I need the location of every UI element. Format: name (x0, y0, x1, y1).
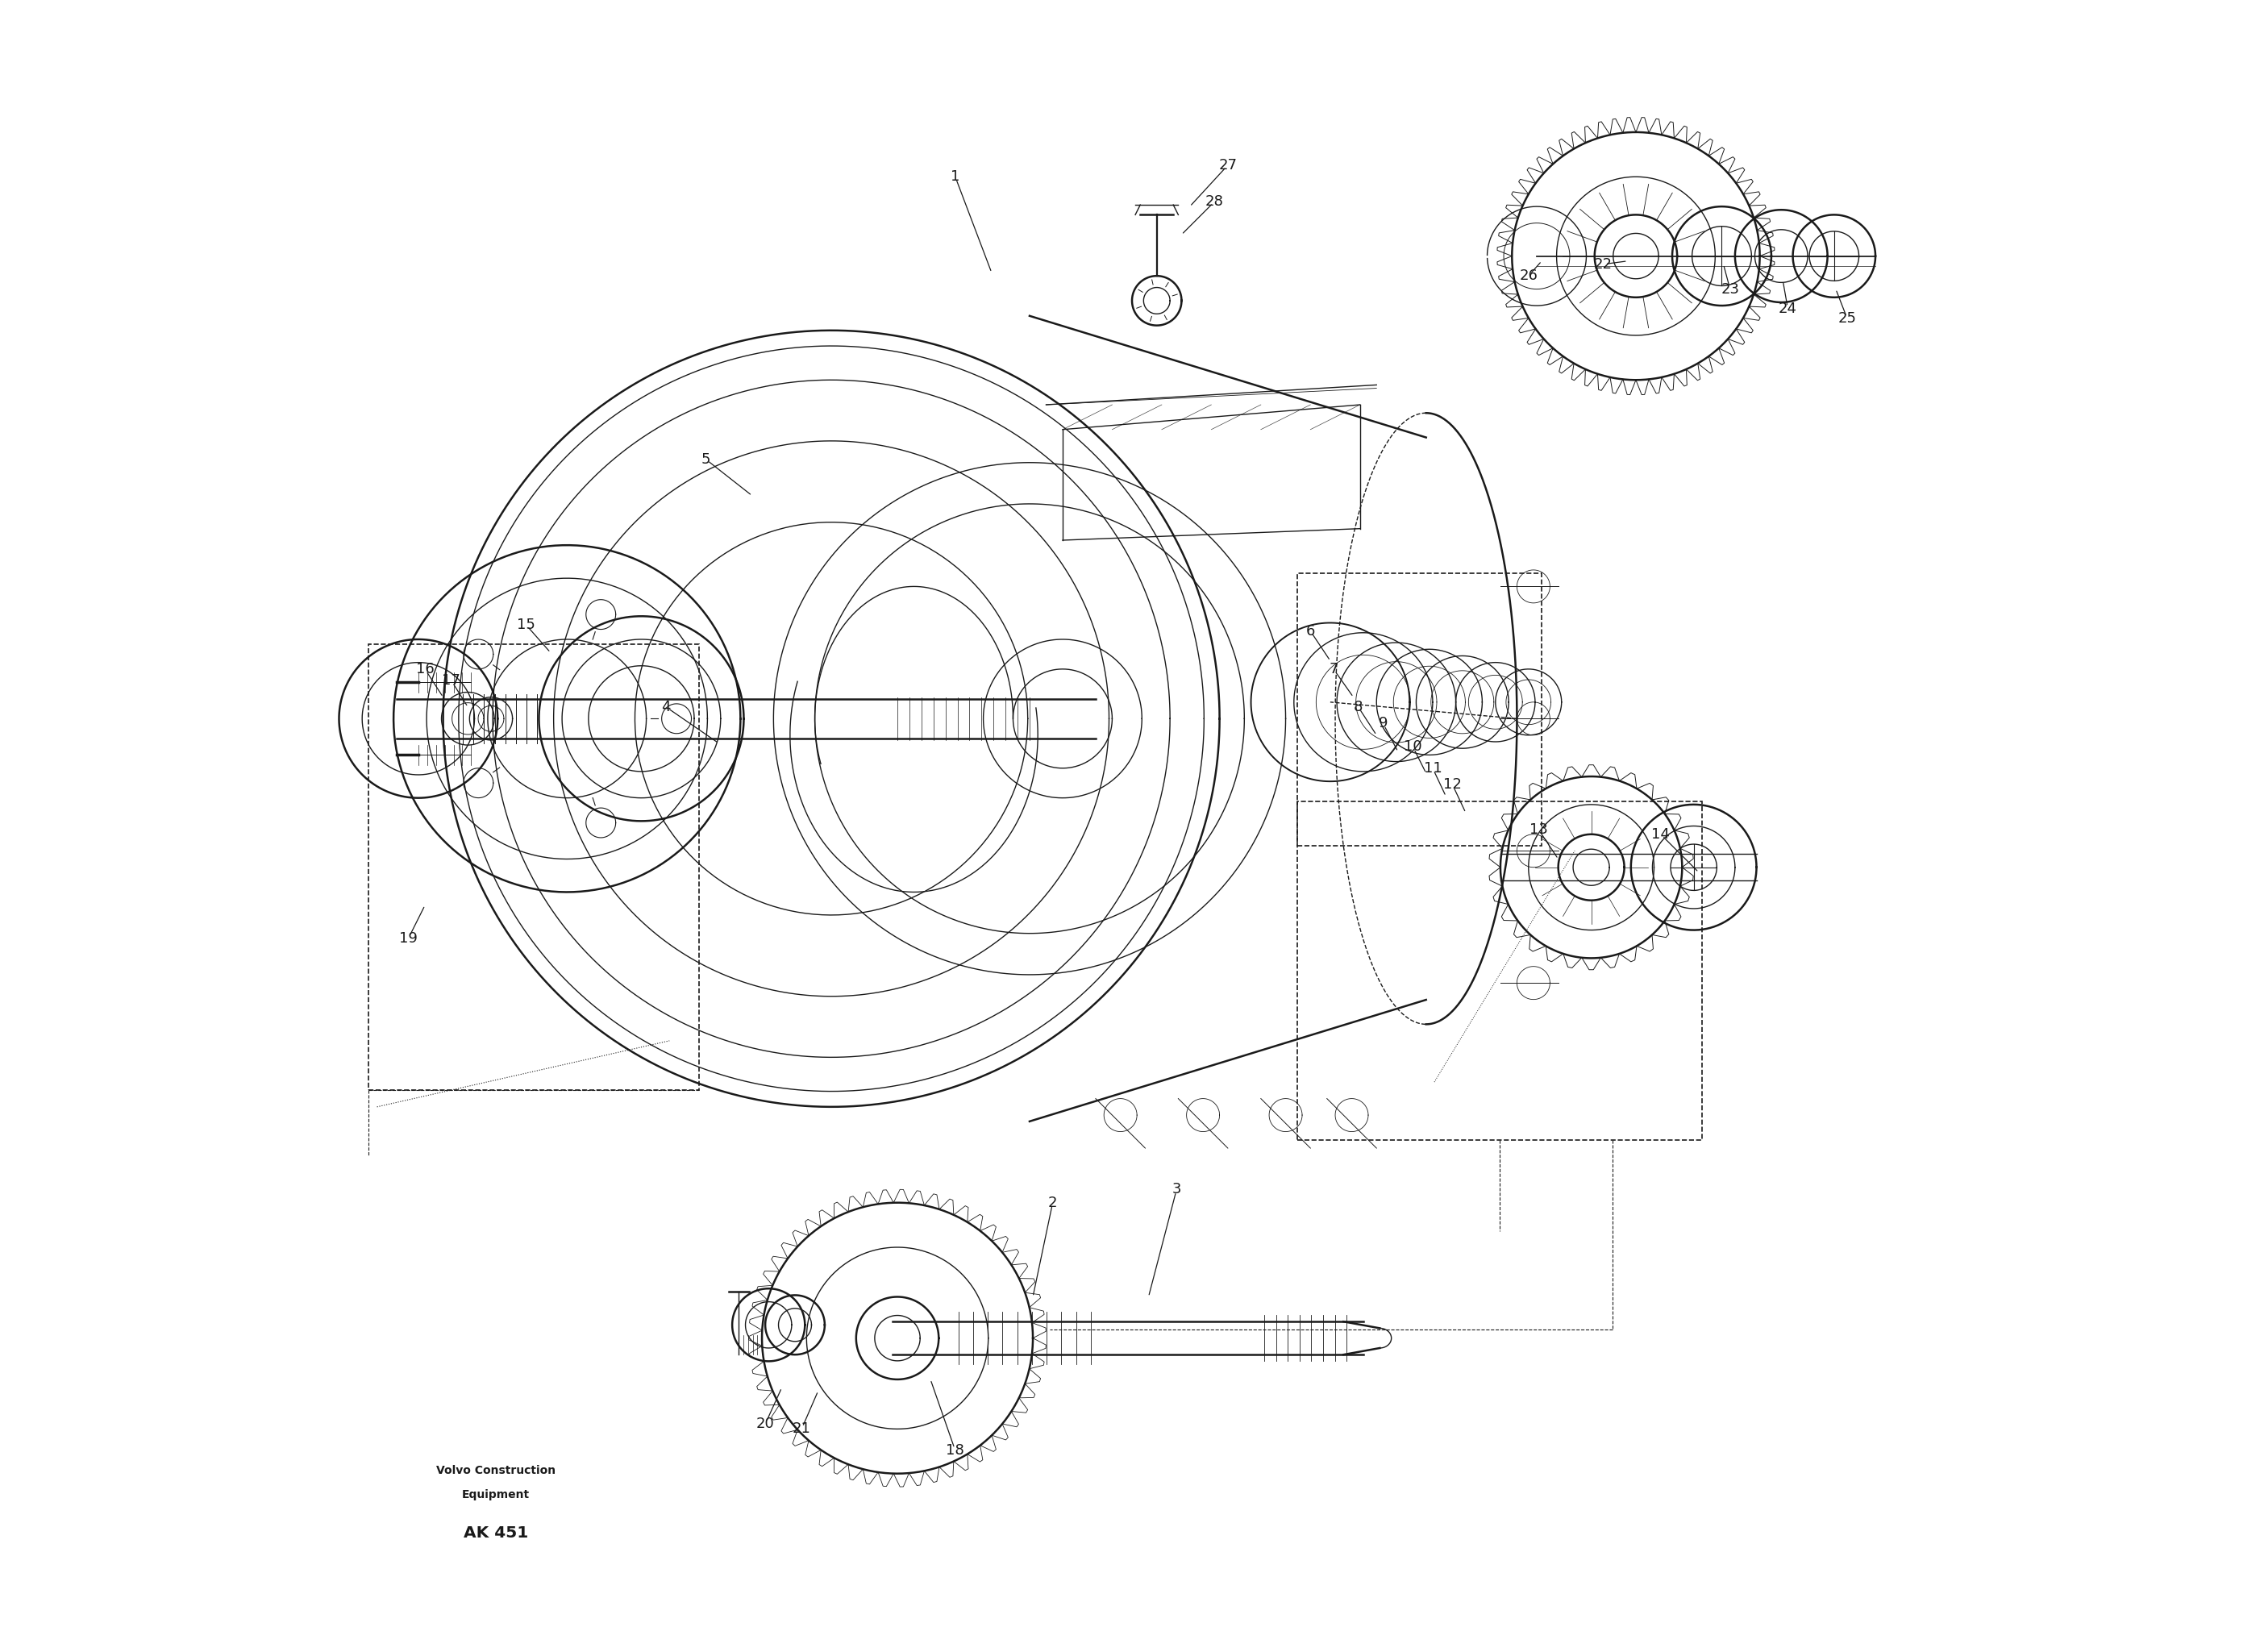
Text: Equipment: Equipment (462, 1490, 530, 1500)
Text: 2: 2 (1048, 1196, 1057, 1209)
Text: 5: 5 (702, 453, 711, 466)
Text: 20: 20 (756, 1417, 774, 1431)
Text: 12: 12 (1442, 778, 1463, 791)
Text: 21: 21 (792, 1422, 811, 1436)
Text: 8: 8 (1354, 700, 1363, 714)
Text: 4: 4 (661, 700, 670, 714)
Text: 10: 10 (1404, 740, 1422, 753)
Text: 16: 16 (417, 662, 435, 676)
Text: 17: 17 (441, 674, 460, 687)
Text: 25: 25 (1838, 312, 1856, 325)
Text: 9: 9 (1379, 717, 1388, 730)
Text: AK 451: AK 451 (464, 1525, 528, 1541)
Text: 15: 15 (516, 618, 534, 631)
Bar (1297, 801, 1703, 1140)
Text: 28: 28 (1204, 195, 1225, 208)
Text: 19: 19 (398, 932, 417, 945)
Text: 23: 23 (1721, 282, 1739, 296)
Text: 14: 14 (1650, 828, 1671, 841)
Text: 26: 26 (1519, 269, 1537, 282)
Text: 27: 27 (1218, 159, 1236, 172)
Text: 22: 22 (1594, 258, 1612, 271)
Bar (369, 644, 700, 1090)
Bar (1297, 573, 1542, 846)
Text: 18: 18 (946, 1444, 964, 1457)
Text: 3: 3 (1173, 1183, 1182, 1196)
Text: 11: 11 (1424, 762, 1442, 775)
Text: Volvo Construction: Volvo Construction (437, 1465, 555, 1475)
Text: 13: 13 (1528, 823, 1549, 836)
Text: 1: 1 (951, 170, 960, 183)
Text: 6: 6 (1306, 624, 1315, 638)
Text: 7: 7 (1329, 662, 1338, 676)
Text: 24: 24 (1780, 302, 1798, 316)
